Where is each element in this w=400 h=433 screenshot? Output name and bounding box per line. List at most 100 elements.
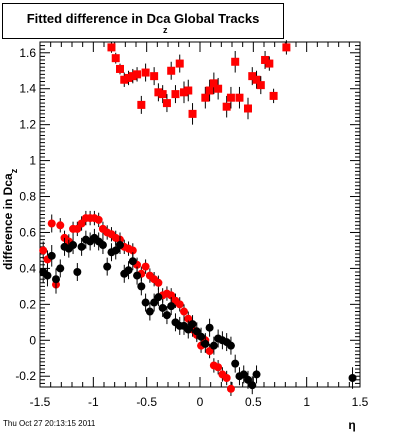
data-point [248, 72, 257, 81]
data-point [73, 224, 82, 233]
data-point [188, 109, 197, 118]
x-tick-label: 0.5 [245, 395, 262, 409]
data-point [269, 91, 278, 100]
series-2 [39, 228, 357, 395]
data-point [103, 262, 112, 271]
data-point [231, 359, 240, 368]
data-point [150, 298, 159, 307]
data-point [209, 341, 218, 350]
x-tick-label: 1 [303, 395, 310, 409]
y-tick-label: 0.6 [19, 225, 36, 239]
data-point [150, 72, 159, 81]
data-point [107, 43, 116, 52]
data-point [180, 307, 188, 316]
data-point [111, 246, 120, 255]
data-point [184, 86, 193, 95]
data-point [124, 73, 133, 82]
data-point [197, 332, 206, 341]
data-point [77, 219, 86, 228]
data-point [209, 79, 218, 88]
data-point [244, 375, 252, 384]
data-point [205, 86, 214, 95]
data-point [154, 278, 163, 287]
data-point [167, 302, 176, 311]
data-point [226, 341, 235, 350]
data-point [43, 271, 52, 280]
data-point [154, 293, 163, 302]
data-point [222, 374, 231, 383]
y-tick-label: 0.8 [19, 190, 36, 204]
data-point [248, 381, 257, 390]
series-1 [39, 210, 235, 396]
data-point [171, 90, 180, 99]
y-tick-labels: -0.2 0 0.2 0.4 0.6 0.8 1 1.2 1.4 1.6 [15, 46, 36, 383]
data-point [47, 251, 56, 260]
y-tick-label: 1.4 [19, 82, 36, 96]
x-tick-label: -0.5 [136, 395, 157, 409]
y-axis-title: difference in Dcaz [1, 168, 19, 270]
data-point [252, 370, 261, 379]
data-point [56, 221, 65, 230]
data-point [265, 59, 274, 68]
data-point [137, 100, 146, 109]
data-point [73, 268, 82, 276]
data-point [235, 93, 244, 102]
data-point [205, 347, 214, 356]
x-tick-label: -1 [88, 395, 99, 409]
data-point [116, 64, 124, 73]
chart-title: Fitted difference in Dca Global Tracks [26, 11, 260, 26]
x-axis-title: η [348, 418, 355, 432]
data-point [111, 54, 120, 63]
data-point [188, 320, 197, 329]
data-point [141, 262, 150, 271]
data-point [226, 93, 235, 102]
data-point [239, 370, 248, 379]
y-tick-label: 0 [29, 333, 36, 347]
data-point [133, 271, 142, 280]
series-0 [107, 40, 291, 125]
data-point [184, 325, 193, 334]
data-point [261, 55, 270, 64]
data-point [39, 246, 48, 255]
data-point [348, 374, 357, 383]
data-point [184, 314, 193, 323]
data-point [128, 257, 137, 266]
chart-title-subscript: z [163, 25, 168, 35]
data-point [162, 311, 171, 320]
data-point [180, 88, 188, 97]
y-tick-label: 1.6 [19, 46, 36, 60]
data-point [128, 246, 137, 255]
data-point [226, 384, 235, 393]
y-tick-label: 1 [29, 154, 36, 168]
data-point [192, 327, 201, 336]
data-point [116, 241, 124, 250]
data-point [120, 75, 129, 84]
data-point [137, 282, 146, 291]
data-point [56, 264, 65, 273]
data-point [145, 307, 154, 316]
data-point [252, 75, 261, 84]
x-tick-label: 0 [197, 395, 204, 409]
data-point [47, 219, 56, 228]
y-tick-label: 0.4 [19, 261, 36, 275]
data-point [162, 99, 171, 108]
chart-title-box: Fitted difference in Dca Global Tracks z [2, 3, 284, 39]
x-tick-label: 1.5 [352, 395, 369, 409]
data-point [158, 303, 167, 312]
data-point [214, 363, 223, 372]
timestamp-label: Thu Oct 27 20:13:15 2011 [3, 419, 96, 428]
data-point [98, 241, 107, 250]
data-point [77, 242, 86, 251]
data-point [175, 59, 184, 68]
data-point [244, 104, 252, 113]
data-point [231, 57, 240, 66]
y-tick-label: 0.2 [19, 297, 36, 311]
data-point [94, 215, 103, 224]
data-point [154, 88, 163, 97]
data-point [52, 275, 60, 284]
data-point [167, 291, 176, 300]
data-point [133, 70, 142, 79]
data-point [256, 81, 265, 90]
x-tick-label: -1.5 [30, 395, 51, 409]
